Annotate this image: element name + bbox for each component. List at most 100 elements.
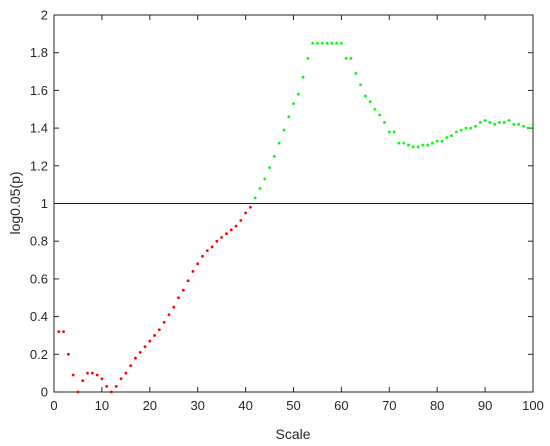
data-point-below-threshold [177, 296, 180, 300]
y-tick-label: 0.4 [30, 309, 48, 324]
data-point-below-threshold [134, 356, 137, 360]
data-point-above-threshold [268, 166, 271, 170]
data-point-below-threshold [239, 219, 243, 222]
data-points [57, 41, 535, 394]
data-point-above-threshold [387, 130, 391, 134]
data-point-above-threshold [502, 121, 506, 124]
data-point-above-threshold [421, 143, 425, 147]
data-point-below-threshold [57, 330, 61, 334]
data-point-above-threshold [316, 41, 319, 45]
data-point-below-threshold [196, 262, 200, 266]
x-tick-label: 30 [190, 398, 204, 413]
data-point-above-threshold [311, 41, 315, 45]
data-point-below-threshold [201, 254, 204, 258]
data-point-below-threshold [157, 328, 161, 332]
data-point-above-threshold [287, 115, 291, 119]
data-point-above-threshold [426, 143, 430, 147]
data-point-below-threshold [143, 345, 147, 349]
x-tick-label: 70 [382, 398, 396, 413]
data-point-below-threshold [114, 384, 118, 388]
x-tick-label: 50 [286, 398, 300, 413]
data-point-above-threshold [296, 92, 300, 96]
data-point-above-threshold [440, 139, 444, 143]
data-point-above-threshold [253, 196, 257, 200]
data-point-above-threshold [402, 141, 406, 145]
data-point-above-threshold [483, 119, 487, 122]
data-point-below-threshold [71, 373, 75, 377]
data-point-above-threshold [344, 56, 348, 60]
data-point-above-threshold [416, 145, 420, 149]
data-point-above-threshold [459, 128, 463, 132]
y-tick-label: 2 [41, 8, 48, 23]
data-point-above-threshold [330, 41, 334, 45]
data-point-below-threshold [66, 352, 70, 356]
data-point-above-threshold [411, 145, 415, 149]
data-point-above-threshold [431, 141, 434, 145]
data-point-above-threshold [454, 130, 458, 134]
data-point-below-threshold [62, 330, 65, 334]
x-axis-label: Scale [275, 426, 310, 442]
data-point-above-threshold [325, 41, 329, 45]
data-point-below-threshold [215, 239, 219, 243]
x-tick-label: 90 [478, 398, 492, 413]
x-tick-label: 60 [334, 398, 348, 413]
data-point-below-threshold [90, 371, 94, 375]
data-point-above-threshold [474, 124, 477, 128]
y-axis-label: log0.05(p) [7, 171, 23, 234]
data-point-below-threshold [124, 371, 128, 375]
data-point-above-threshold [522, 124, 525, 128]
data-point-above-threshold [450, 134, 453, 138]
x-tick-label: 80 [430, 398, 444, 413]
data-point-below-threshold [153, 334, 156, 337]
x-axis: 0 10 20 30 40 50 60 70 80 90 100 [50, 15, 544, 413]
data-point-above-threshold [435, 139, 439, 143]
x-tick-label: 0 [50, 398, 57, 413]
data-point-above-threshold [445, 136, 449, 139]
data-point-below-threshold [81, 379, 85, 383]
data-point-below-threshold [172, 305, 176, 309]
data-point-above-threshold [469, 126, 473, 130]
data-point-above-threshold [258, 187, 262, 190]
data-point-below-threshold [76, 390, 80, 394]
data-point-above-threshold [320, 41, 324, 45]
y-tick-label: 0.2 [30, 347, 48, 362]
data-point-below-threshold [234, 224, 238, 228]
data-point-below-threshold [119, 377, 123, 381]
y-tick-label: 1.2 [30, 158, 48, 173]
data-point-below-threshold [210, 245, 214, 249]
data-point-above-threshold [373, 107, 377, 111]
data-point-above-threshold [383, 121, 386, 124]
data-point-above-threshold [478, 121, 482, 124]
data-point-above-threshold [493, 122, 497, 126]
data-point-below-threshold [95, 373, 99, 377]
data-point-below-threshold [138, 351, 142, 354]
data-point-below-threshold [248, 205, 252, 209]
data-point-above-threshold [498, 121, 501, 124]
data-point-below-threshold [86, 371, 89, 375]
data-point-below-threshold [181, 288, 185, 292]
y-tick-label: 1 [41, 196, 48, 211]
data-point-above-threshold [306, 56, 310, 60]
data-point-below-threshold [225, 232, 228, 236]
data-point-above-threshold [407, 143, 410, 147]
data-point-below-threshold [220, 236, 224, 239]
x-tick-label: 20 [143, 398, 157, 413]
data-point-above-threshold [277, 141, 281, 145]
data-point-above-threshold [507, 119, 511, 122]
data-point-above-threshold [349, 56, 353, 60]
data-point-below-threshold [244, 211, 248, 215]
data-point-above-threshold [282, 128, 286, 132]
data-point-above-threshold [488, 121, 492, 124]
data-point-above-threshold [531, 122, 535, 126]
data-point-above-threshold [526, 126, 530, 130]
x-tick-label: 40 [238, 398, 252, 413]
x-tick-label: 10 [95, 398, 109, 413]
data-point-below-threshold [100, 377, 104, 381]
data-point-below-threshold [186, 279, 190, 283]
data-point-below-threshold [191, 269, 195, 273]
data-point-below-threshold [148, 339, 152, 343]
data-point-above-threshold [272, 154, 276, 158]
data-point-below-threshold [167, 313, 171, 317]
y-tick-label: 1.8 [30, 45, 48, 60]
